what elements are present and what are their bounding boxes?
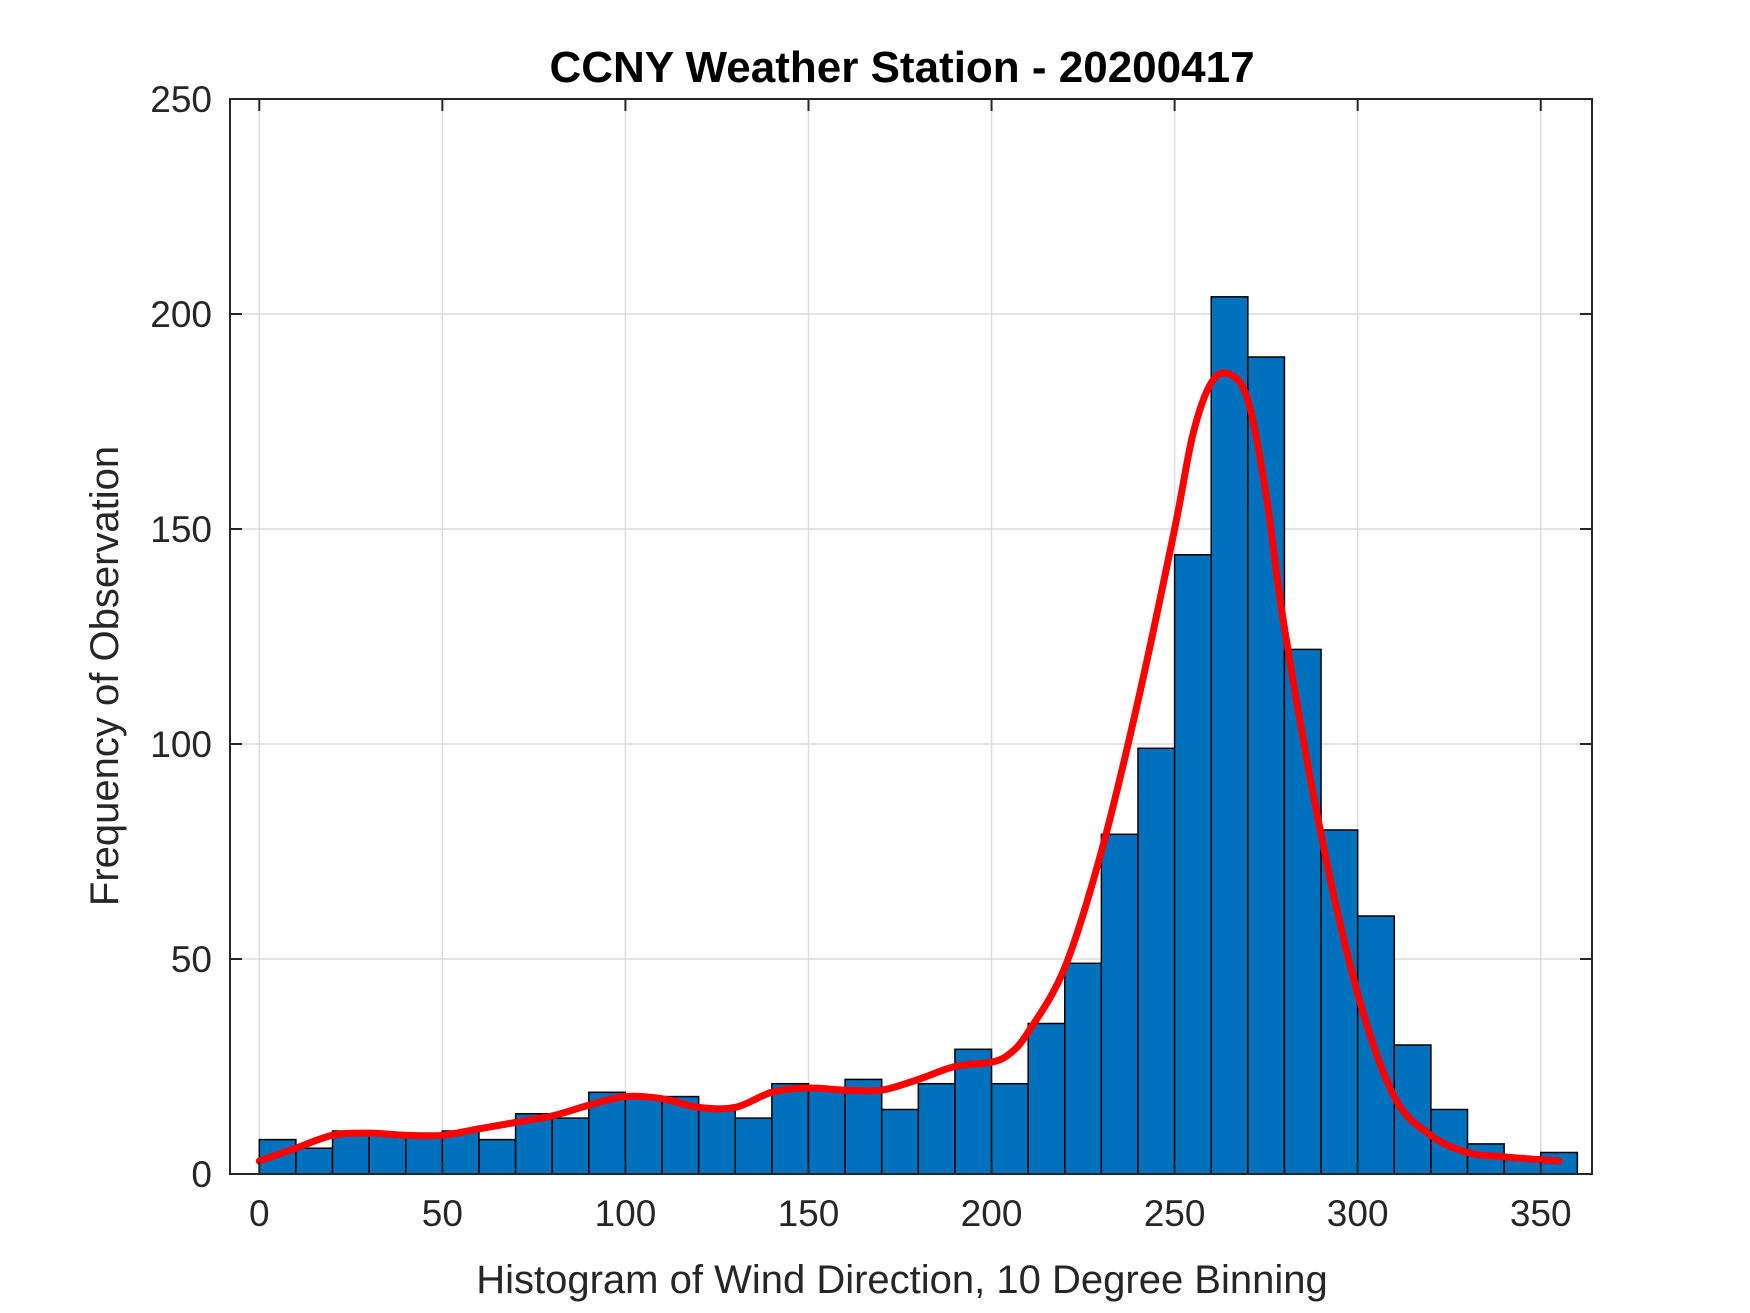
axes-box [229,98,1593,1175]
histogram-bar [697,1108,737,1175]
x-tick-label: 0 [249,1193,270,1234]
histogram-bar [734,1117,773,1175]
y-tick-label: 250 [150,79,212,120]
histogram-bar [404,1134,444,1175]
y-tick-label: 0 [191,1154,212,1195]
histogram-bar [1247,356,1286,1175]
histogram-bar [1210,296,1249,1175]
fit-curve-line [255,369,1563,1165]
x-tick-label: 100 [595,1193,657,1234]
histogram-bar [478,1138,517,1175]
x-tick-label: 250 [1144,1193,1206,1234]
axes-frame [229,98,1593,1175]
histogram-bar [990,1082,1029,1175]
histogram-bar [1027,1022,1066,1175]
histogram-bar [1173,554,1212,1175]
y-tick-label: 50 [171,939,212,980]
histogram-bar [1320,829,1359,1175]
x-tick-label: 200 [961,1193,1023,1234]
x-tick-label: 350 [1510,1193,1572,1234]
histogram-bar [295,1147,334,1175]
histogram-bar [368,1134,407,1175]
histogram-bar [551,1117,590,1175]
y-axis-label: Frequency of Observation [83,446,127,906]
histogram-bar [1064,962,1103,1175]
histogram-bar [880,1108,920,1175]
histogram-bar [1393,1044,1432,1175]
y-tick-label: 200 [150,294,212,335]
y-tick-label: 100 [150,724,212,765]
x-axis-label: Histogram of Wind Direction, 10 Degree B… [476,1258,1328,1302]
x-tick-label: 150 [778,1193,840,1234]
x-tick-label: 300 [1327,1193,1389,1234]
histogram-bar [624,1095,663,1175]
histogram-bar [807,1087,846,1175]
histogram-bar [917,1082,956,1175]
tick-labels: 0 50 100 150 200 250 300 350 0 50 100 150 200 250 [150,79,1571,1234]
fit-curve [255,369,1563,1165]
histogram-bar [771,1082,810,1175]
histogram-bar [1100,833,1139,1175]
x-tick-label: 50 [422,1193,463,1234]
histogram-bar [1137,747,1176,1175]
y-tick-label: 150 [150,509,212,550]
chart-title: CCNY Weather Station - 20200417 [549,43,1254,92]
